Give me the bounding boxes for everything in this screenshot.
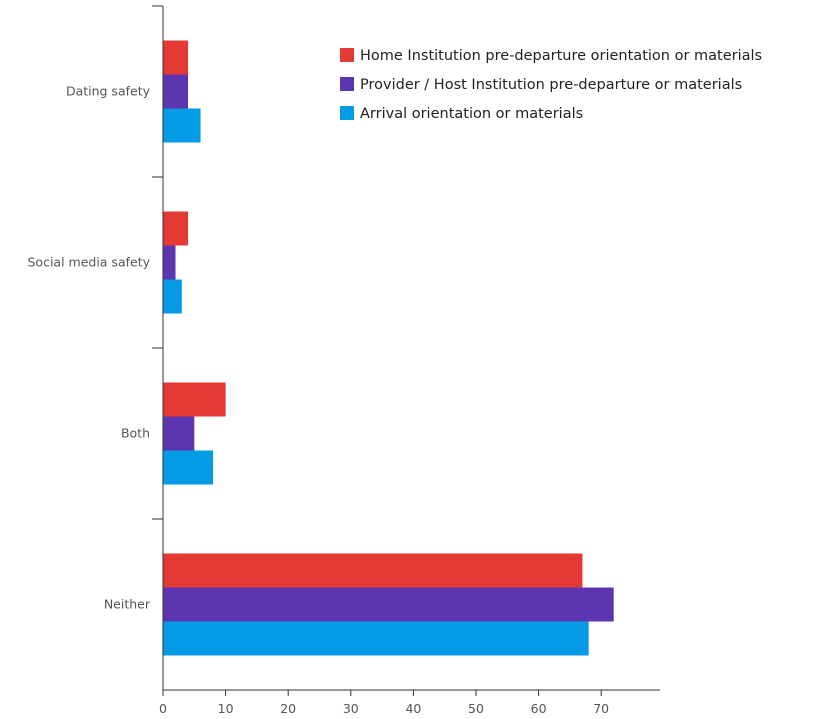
legend-label: Arrival orientation or materials [360, 106, 583, 122]
bar-3-neither [163, 621, 589, 656]
legend-swatch [340, 106, 354, 120]
bar-3-dating-safety [163, 108, 201, 143]
x-tick-label: 30 [343, 701, 359, 716]
bar-2-social-media-safety [163, 245, 176, 280]
legend-label: Home Institution pre-departure orientati… [360, 48, 762, 64]
x-tick-label: 10 [218, 701, 234, 716]
axes-group: Dating safety Social media safety Both Neit… [27, 5, 660, 716]
x-tick-label: 0 [159, 701, 167, 716]
bar-1-neither [163, 553, 583, 588]
legend: Home Institution pre-departure orientati… [340, 48, 762, 122]
bar-2-neither [163, 587, 614, 622]
bar-1-social-media-safety [163, 211, 189, 246]
bar-1-both [163, 382, 226, 417]
category-label: Neither [104, 597, 151, 612]
category-label: Both [121, 426, 150, 441]
bar-3-social-media-safety [163, 279, 182, 314]
legend-label: Provider / Host Institution pre-departur… [360, 77, 742, 93]
bar-1-dating-safety [163, 40, 189, 75]
x-tick-label: 20 [280, 701, 296, 716]
bar-3-both [163, 450, 214, 485]
category-label: Dating safety [66, 84, 151, 99]
x-tick-label: 50 [468, 701, 484, 716]
category-label: Social media safety [27, 255, 150, 270]
bars-group [163, 40, 614, 656]
x-tick-label: 40 [405, 701, 421, 716]
x-tick-label: 60 [531, 701, 547, 716]
legend-swatch [340, 48, 354, 62]
bar-2-dating-safety [163, 74, 189, 109]
bar-2-both [163, 416, 195, 451]
legend-swatch [340, 77, 354, 91]
x-tick-label: 70 [593, 701, 609, 716]
